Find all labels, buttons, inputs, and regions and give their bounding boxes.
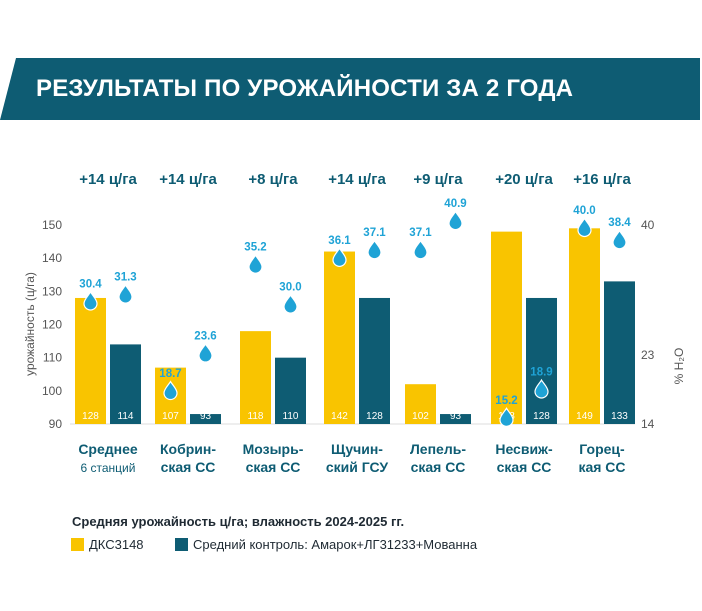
bar-value-label: 107 (162, 411, 179, 422)
moisture-drop-icon (367, 239, 382, 260)
category-label: Несвиж- (495, 441, 553, 457)
bar-dks3148 (405, 384, 436, 424)
y-tick-label: 110 (43, 351, 62, 365)
moisture-drop-icon (248, 254, 263, 274)
moisture-drop-icon (612, 229, 627, 250)
moisture-drop-icon (413, 239, 428, 260)
category-label: Среднее (78, 441, 138, 457)
moisture-drop-icon (163, 380, 178, 401)
bar-value-label: 142 (331, 411, 348, 422)
legend-label: Средний контроль: Амарок+ЛГ31233+Мованна (193, 537, 478, 552)
moisture-drop-icon (534, 378, 549, 399)
category-label: ская СС (497, 459, 552, 475)
moisture-drop-icon (118, 283, 133, 304)
moisture-label: 38.4 (608, 217, 631, 229)
y2-axis-title: % H₂O (672, 348, 686, 385)
moisture-drop-icon (577, 217, 592, 238)
legend-label: ДКС3148 (89, 537, 144, 552)
legend-item-control: Средний контроль: Амарок+ЛГ31233+Мованна (175, 537, 477, 552)
bar-value-label: 114 (118, 411, 134, 422)
moisture-label: 36.1 (328, 235, 351, 247)
gain-label: +14 ц/га (328, 171, 386, 188)
bar-dks3148 (569, 228, 600, 424)
moisture-label: 37.1 (409, 227, 432, 239)
bar-control (604, 281, 635, 424)
chart-caption: Средняя урожайность ц/га; влажность 2024… (72, 514, 405, 529)
bar-value-label: 93 (200, 411, 212, 422)
moisture-label: 18.7 (159, 368, 181, 380)
bar-value-label: 128 (533, 411, 550, 422)
gain-label: +14 ц/га (159, 171, 217, 188)
category-label: Кобрин- (160, 441, 216, 457)
moisture-label: 40.9 (444, 198, 466, 210)
y-tick-label: 140 (42, 251, 62, 265)
gain-label: +20 ц/га (495, 171, 553, 188)
moisture-label: 35.2 (244, 242, 266, 254)
bar-dks3148 (240, 331, 271, 424)
bar-value-label: 102 (412, 411, 429, 422)
category-label: ская СС (246, 459, 301, 475)
category-label: Горец- (579, 441, 625, 457)
y2-tick-label: 40 (641, 218, 655, 232)
y-tick-label: 100 (42, 384, 62, 398)
moisture-drop-icon (283, 293, 298, 314)
bar-control (110, 344, 141, 424)
moisture-label: 30.0 (279, 282, 301, 294)
legend-swatch-yellow (71, 538, 84, 551)
y2-tick-label: 23 (641, 348, 655, 362)
legend-item-dks3148: ДКС3148 (71, 537, 144, 552)
legend-swatch-teal (175, 538, 188, 551)
bar-dks3148 (491, 231, 522, 424)
moisture-label: 18.9 (530, 366, 552, 378)
category-label: ская СС (161, 459, 216, 475)
bar-value-label: 133 (611, 411, 628, 422)
y-tick-label: 90 (49, 417, 63, 431)
bar-value-label: 93 (450, 411, 462, 422)
page-title: РЕЗУЛЬТАТЫ ПО УРОЖАЙНОСТИ ЗА 2 ГОДА (36, 75, 574, 102)
y-tick-label: 120 (42, 318, 62, 332)
bar-value-label: 128 (82, 411, 99, 422)
y-tick-label: 150 (42, 218, 62, 232)
title-banner (0, 58, 700, 120)
moisture-drop-icon (499, 407, 514, 427)
y-tick-label: 130 (42, 284, 62, 298)
moisture-label: 23.6 (194, 331, 216, 343)
bar-control (526, 297, 557, 424)
y2-tick-label: 14 (641, 417, 655, 431)
yield-chart: 90 100 110 120 130 140 150 14 23 40 урожайность (ц… (23, 171, 686, 475)
bar-value-label: 149 (576, 411, 593, 422)
bar-value-label: 110 (283, 411, 299, 422)
moisture-label: 30.4 (79, 278, 102, 290)
bar-value-label: 128 (366, 411, 383, 422)
moisture-drop-icon (448, 210, 463, 231)
gain-label: +9 ц/га (413, 171, 463, 188)
bar-control (190, 414, 221, 424)
category-sublabel: 6 станций (81, 461, 136, 475)
moisture-drop-icon (83, 290, 98, 311)
bar-control (440, 414, 471, 424)
moisture-drop-icon (332, 247, 347, 267)
moisture-drop-icon (198, 342, 213, 363)
category-label: Лепель- (410, 441, 466, 457)
category-label: ский ГСУ (326, 459, 389, 475)
bar-control (275, 357, 306, 424)
moisture-label: 37.1 (363, 227, 386, 239)
moisture-label: 40.0 (573, 205, 595, 217)
category-label: Мозырь- (243, 441, 304, 457)
bar-dks3148 (324, 251, 355, 424)
moisture-label: 15.2 (495, 395, 517, 407)
y-axis-title: урожайность (ц/га) (23, 272, 37, 376)
gain-label: +16 ц/га (573, 171, 631, 188)
category-label: кая СС (578, 459, 625, 475)
bar-dks3148 (75, 297, 106, 424)
gain-label: +14 ц/га (79, 171, 137, 188)
gain-label: +8 ц/га (248, 171, 298, 188)
bar-control (359, 297, 390, 424)
bar-value-label: 118 (248, 411, 264, 422)
category-label: Щучин- (331, 441, 383, 457)
category-label: ская СС (411, 459, 466, 475)
moisture-label: 31.3 (114, 272, 136, 284)
